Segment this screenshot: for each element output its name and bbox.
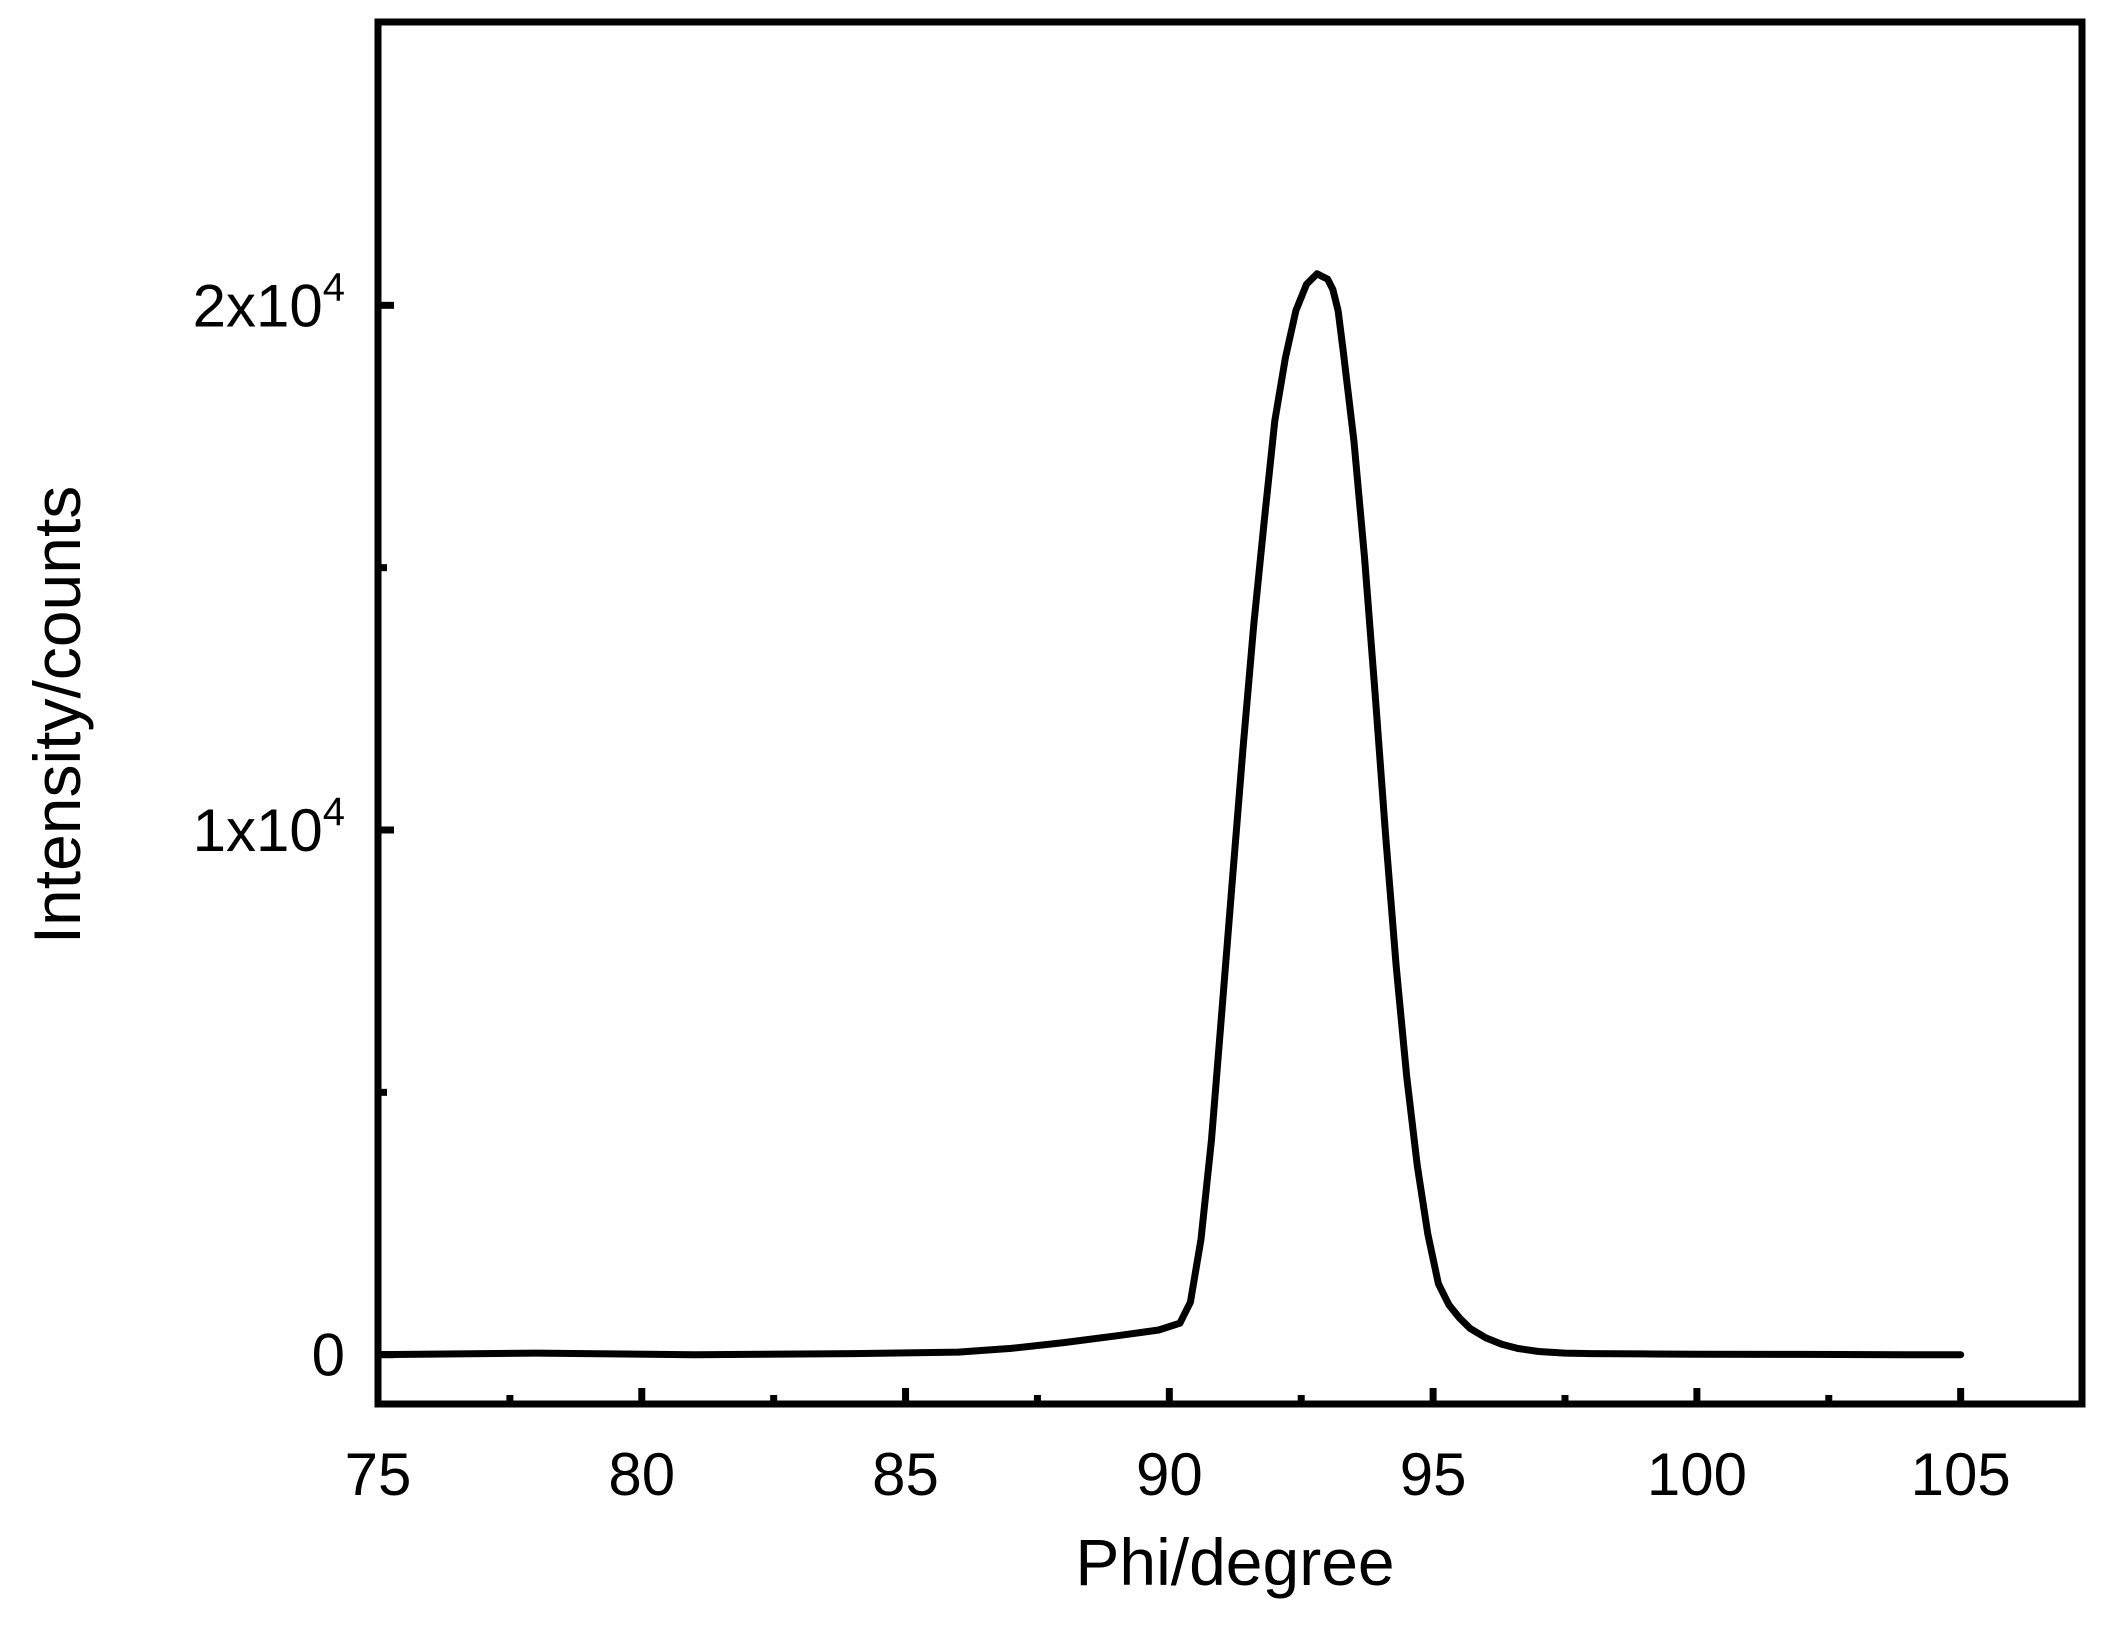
tick-marks xyxy=(374,301,1965,1404)
x-tick-label: 75 xyxy=(345,1441,412,1508)
series-line xyxy=(374,270,1965,1359)
x-tick-label: 105 xyxy=(1911,1441,2011,1508)
y-axis-label: Intensity/counts xyxy=(20,486,94,945)
x-tick-label: 95 xyxy=(1400,1441,1467,1508)
x-axis-label: Phi/degree xyxy=(1075,1525,1394,1599)
y-tick-label: 0 xyxy=(312,1322,345,1389)
tick-labels: 75 80 85 90 95 100 105 0 1x104 2x104 xyxy=(193,265,2011,1508)
x-tick-label: 100 xyxy=(1647,1441,1747,1508)
y-tick-label: 1x104 xyxy=(193,790,345,864)
x-tick-label: 85 xyxy=(872,1441,939,1508)
x-tick-label: 90 xyxy=(1136,1441,1203,1508)
y-tick-label: 2x104 xyxy=(193,265,345,339)
x-tick-label: 80 xyxy=(608,1441,675,1508)
plot-frame xyxy=(374,18,2086,1408)
